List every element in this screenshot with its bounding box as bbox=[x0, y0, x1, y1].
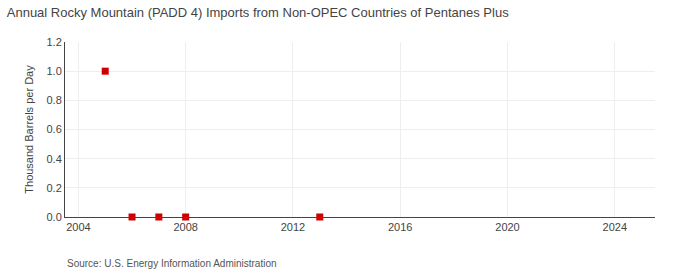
svg-text:2024: 2024 bbox=[603, 221, 627, 233]
svg-text:0.6: 0.6 bbox=[47, 123, 62, 135]
svg-text:Thousand Barrels per Day: Thousand Barrels per Day bbox=[23, 65, 35, 194]
svg-text:Source: U.S. Energy Informatio: Source: U.S. Energy Information Administ… bbox=[67, 258, 277, 269]
svg-text:2012: 2012 bbox=[281, 221, 305, 233]
svg-text:2004: 2004 bbox=[66, 221, 90, 233]
svg-text:2020: 2020 bbox=[495, 221, 519, 233]
svg-text:1.2: 1.2 bbox=[47, 36, 62, 48]
svg-text:0.0: 0.0 bbox=[47, 211, 62, 223]
svg-text:0.8: 0.8 bbox=[47, 94, 62, 106]
svg-text:1.0: 1.0 bbox=[47, 65, 62, 77]
svg-text:0.2: 0.2 bbox=[47, 182, 62, 194]
svg-text:2008: 2008 bbox=[173, 221, 197, 233]
svg-text:Annual Rocky Mountain (PADD 4): Annual Rocky Mountain (PADD 4) Imports f… bbox=[7, 5, 509, 20]
svg-text:2016: 2016 bbox=[388, 221, 412, 233]
svg-text:0.4: 0.4 bbox=[47, 153, 62, 165]
